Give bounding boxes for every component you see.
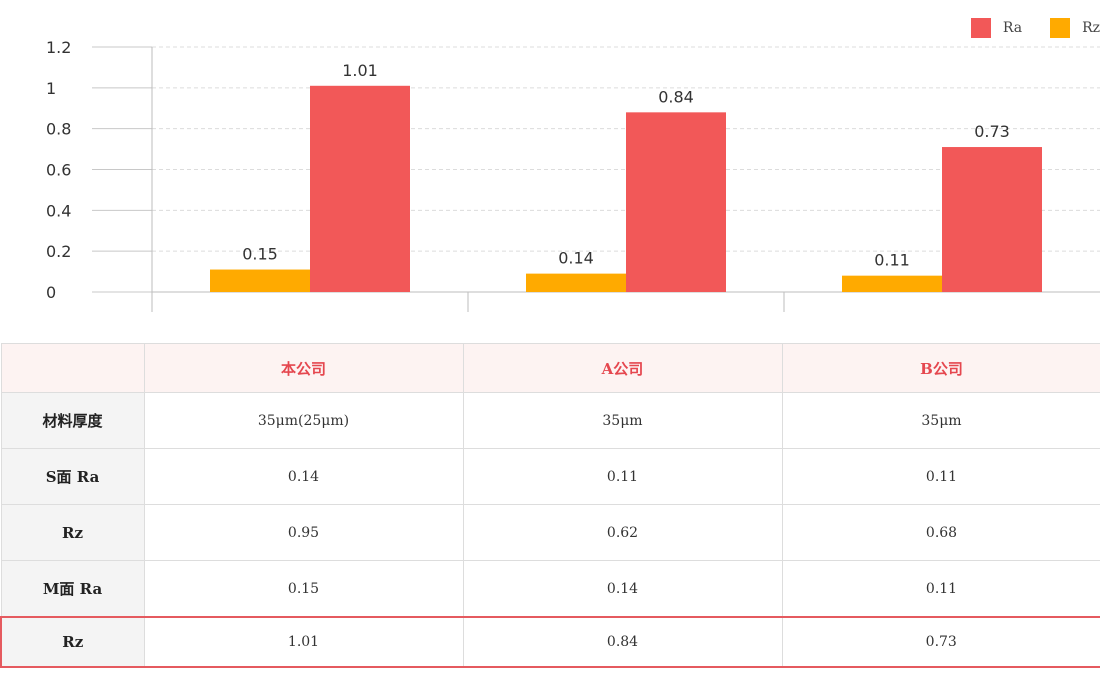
bar-ra (626, 112, 726, 292)
y-tick-label: 0.6 (46, 161, 71, 180)
bar-chart: 00.20.40.60.811.2 0.151.010.140.840.110.… (46, 38, 1100, 312)
row-label: 材料厚度 (0, 392, 145, 449)
table-row-highlighted: Rz 1.01 0.84 0.73 (0, 616, 1100, 668)
bars (210, 85, 1042, 293)
table-header-row: 本公司 A公司 B公司 (0, 343, 1100, 393)
header-corner-cell (0, 343, 145, 393)
table-cell: 35μm (781, 392, 1100, 449)
table-cell: 0.11 (781, 560, 1100, 618)
row-label: S面 Ra (0, 448, 145, 505)
table-cell: 35μm(25μm) (143, 392, 464, 449)
table-cell: 0.73 (781, 616, 1100, 668)
bar-value-label: 0.73 (974, 122, 1010, 141)
bar-rz (210, 269, 310, 292)
bar-value-label: 0.14 (558, 249, 594, 268)
table-cell: 0.11 (462, 448, 783, 505)
table-cell: 0.95 (143, 504, 464, 561)
bar-ra (942, 147, 1042, 292)
table-cell: 0.14 (462, 560, 783, 618)
table-cell: 0.11 (781, 448, 1100, 505)
comparison-table: 本公司 A公司 B公司 材料厚度 35μm(25μm) 35μm 35μm S面… (0, 343, 1100, 668)
table-cell: 0.62 (462, 504, 783, 561)
table-cell: 0.14 (143, 448, 464, 505)
legend-swatch-ra (970, 18, 991, 38)
bar-ra (310, 85, 410, 293)
row-label: Rz (0, 504, 145, 561)
row-label: Rz (0, 616, 145, 668)
table-cell: 0.68 (781, 504, 1100, 561)
header-company-own: 本公司 (143, 343, 464, 393)
legend-label-ra: Ra (1002, 20, 1023, 36)
y-tick-label: 0 (46, 283, 56, 302)
table-cell: 0.15 (143, 560, 464, 618)
legend-item-ra[interactable]: Ra (970, 18, 1023, 38)
bar-rz (526, 273, 626, 292)
bar-value-label: 0.84 (658, 87, 694, 106)
row-label: M面 Ra (0, 560, 145, 618)
bar-labels: 0.15 1.01 0.14 0.84 0.11 0.73 (242, 61, 1010, 270)
table-row: Rz 0.95 0.62 0.68 (0, 504, 1100, 561)
chart-legend: Ra Rz (943, 18, 1100, 38)
legend-label-rz: Rz (1082, 20, 1100, 36)
y-tick-label: 1.2 (46, 38, 71, 57)
header-company-a: A公司 (462, 343, 783, 393)
legend-swatch-rz (1050, 18, 1071, 38)
y-tick-label: 0.2 (46, 242, 71, 261)
table-cell: 35μm (462, 392, 783, 449)
table-row: S面 Ra 0.14 0.11 0.11 (0, 448, 1100, 505)
header-company-b: B公司 (781, 343, 1100, 393)
table-cell: 1.01 (143, 616, 464, 668)
y-axis-ticks: 0 0.2 0.4 0.6 0.8 1 1.2 (46, 38, 71, 302)
y-tick-label: 0.4 (46, 201, 71, 220)
bar-value-label: 0.15 (242, 245, 278, 264)
table-row: M面 Ra 0.15 0.14 0.11 (0, 560, 1100, 618)
table-cell: 0.84 (462, 616, 783, 668)
y-tick-label: 1 (46, 79, 56, 98)
y-tick-label: 0.8 (46, 120, 71, 139)
bar-rz (842, 275, 942, 292)
bar-value-label: 1.01 (342, 61, 378, 80)
table-row: 材料厚度 35μm(25μm) 35μm 35μm (0, 392, 1100, 449)
bar-value-label: 0.11 (874, 251, 910, 270)
legend-item-rz[interactable]: Rz (1050, 18, 1100, 38)
